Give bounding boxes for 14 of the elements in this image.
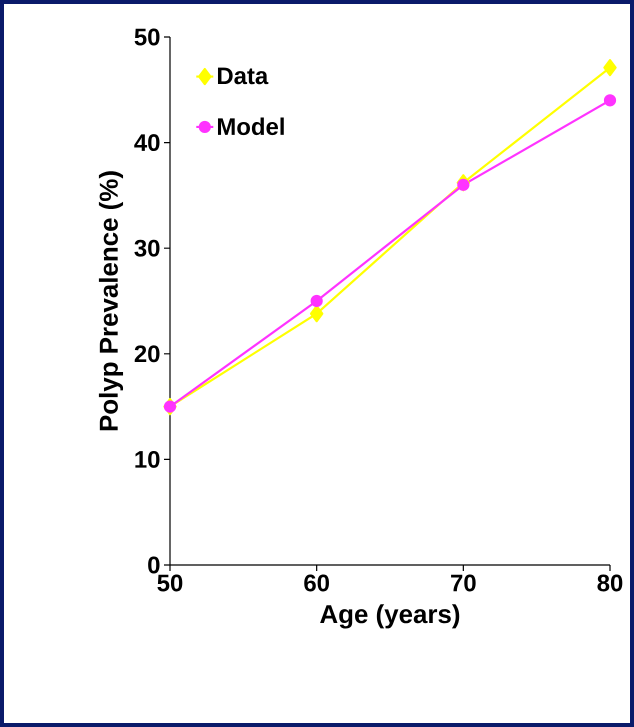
y-tick-label: 40 [134,134,160,152]
x-tick-label: 50 [157,574,182,592]
x-axis-title: Age (years) [320,604,460,629]
x-tick-label: 60 [304,574,329,592]
x-tick-label: 70 [451,574,476,592]
y-tick-label: 10 [135,450,160,468]
y-tick-label: 0 [148,556,160,574]
x-tick-label: 80 [597,574,622,592]
y-axis-title: Polyp Prevalence (%) [98,171,124,430]
y-tick-label: 30 [134,240,160,257]
y-tick-label: 20 [134,345,160,362]
y-tick-label: 50 [134,28,160,46]
legend-label: Model [218,118,284,136]
legend-label: Data [218,68,268,84]
